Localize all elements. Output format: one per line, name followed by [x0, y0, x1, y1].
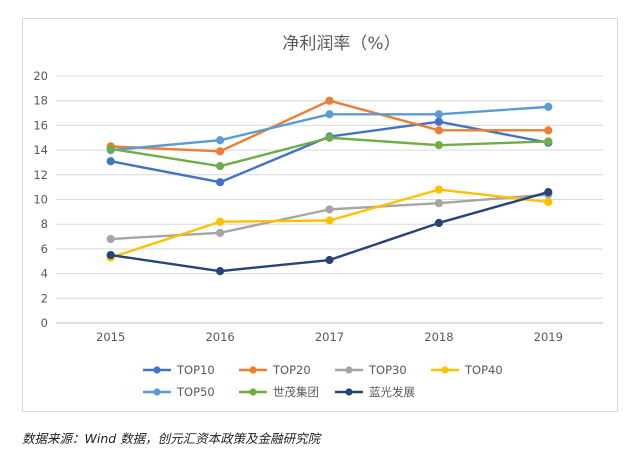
legend-label: TOP40	[464, 363, 503, 377]
series-line	[110, 136, 549, 168]
legend-swatch-marker	[153, 388, 161, 396]
legend-swatch-marker	[249, 366, 257, 374]
legend-label: TOP50	[176, 385, 215, 399]
x-tick-label: 2018	[424, 330, 453, 344]
y-tick-label: 14	[33, 143, 48, 157]
legend-label: TOP30	[368, 363, 407, 377]
y-tick-label: 18	[33, 94, 48, 108]
data-point	[216, 147, 225, 156]
x-tick-label: 2016	[205, 330, 234, 344]
data-point	[216, 267, 225, 276]
source-note: 数据来源：Wind 数据，创元汇资本政策及金融研究院	[22, 431, 321, 446]
y-tick-label: 8	[41, 217, 48, 231]
y-tick-label: 10	[33, 193, 48, 207]
data-point	[106, 250, 115, 260]
data-point	[544, 197, 553, 207]
y-tick-label: 20	[33, 69, 48, 83]
legend-label: TOP20	[272, 363, 311, 377]
line-chart: 净利润率（%） 0 2 4 6 8 10 12 14 16 18 20 2015 2016 2017 2018…	[33, 34, 603, 399]
legend-swatch-marker	[249, 388, 257, 396]
data-point	[325, 205, 334, 214]
data-point	[216, 228, 225, 237]
data-point	[434, 199, 443, 208]
data-point	[434, 117, 443, 126]
data-point	[216, 136, 225, 145]
y-tick-label: 12	[33, 168, 48, 182]
y-tick-label: 4	[41, 267, 48, 281]
data-point	[434, 126, 443, 135]
data-point	[434, 185, 443, 194]
data-point	[106, 144, 115, 153]
legend-swatch-marker	[441, 366, 449, 374]
data-point	[216, 178, 225, 187]
data-point	[544, 137, 553, 146]
x-tick-label: 2019	[534, 330, 563, 344]
data-point	[544, 187, 553, 197]
data-point	[434, 218, 443, 228]
data-point	[325, 133, 334, 142]
chart-area: 净利润率（%） 0 2 4 6 8 10 12 14 16 18 20 2015 2016 2017 2018…	[22, 18, 618, 412]
legend-swatch-marker	[345, 366, 353, 374]
legend-label: TOP10	[176, 363, 215, 377]
legend-label: 蓝光发展	[369, 385, 415, 399]
data-point	[544, 102, 553, 111]
y-tick-label: 6	[41, 242, 48, 256]
legend-label: 世茂集团	[273, 385, 319, 399]
legend-swatch-marker	[153, 366, 161, 374]
data-point	[325, 96, 334, 105]
data-point	[325, 255, 334, 265]
data-point	[434, 141, 443, 150]
x-tick-label: 2015	[96, 330, 125, 344]
y-tick-label: 2	[41, 291, 48, 305]
data-point	[106, 234, 115, 244]
y-tick-label: 0	[41, 316, 48, 330]
data-point	[434, 110, 443, 119]
chart-title: 净利润率（%）	[282, 34, 400, 54]
data-point	[325, 110, 334, 119]
data-point	[216, 217, 225, 226]
y-tick-label: 16	[33, 118, 48, 132]
legend-swatch-marker	[345, 388, 353, 396]
x-tick-label: 2017	[315, 330, 344, 344]
data-point	[106, 157, 115, 166]
data-point	[325, 216, 334, 225]
data-point	[544, 126, 553, 135]
data-point	[216, 162, 225, 171]
